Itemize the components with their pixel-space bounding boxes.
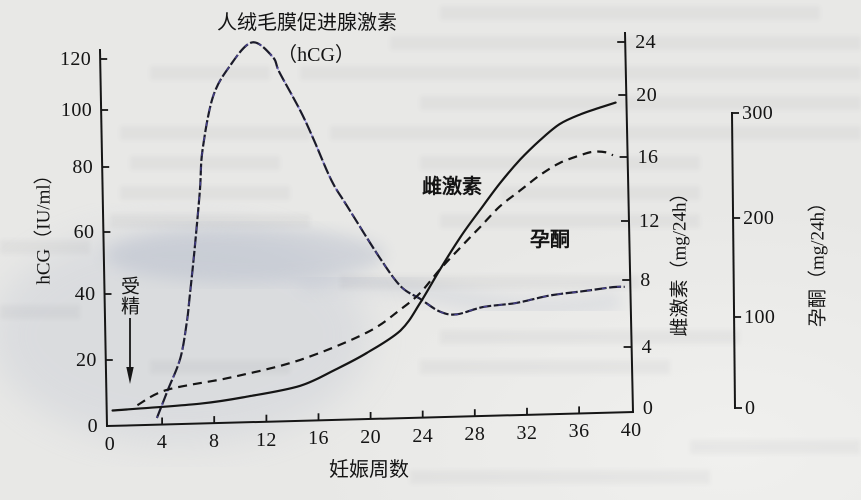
x-axis-tick-label: 36 (568, 420, 590, 443)
estrogen-y-axis (623, 31, 635, 414)
fertilization-annotation: 受精 (118, 276, 139, 316)
progesterone-curve (136, 150, 614, 407)
estrogen-axis-tick-label: 8 (640, 269, 651, 291)
estrogen-axis-tick-label: 0 (642, 397, 654, 419)
x-axis-title: 妊娠周数 (329, 459, 409, 481)
hcg-axis-tick-label: 0 (87, 415, 98, 437)
estrogen-axis-title: 雌激素（mg/24h） (669, 183, 691, 337)
hcg-curve-label-abbrev: （hCG） (277, 44, 355, 66)
x-axis-tick-label: 16 (308, 427, 329, 450)
progesterone-curve-label: 孕酮 (530, 229, 570, 251)
progesterone-axis-tick-label: 200 (743, 207, 775, 229)
estrogen-axis-tick-label: 16 (637, 146, 659, 168)
x-axis-tick-label: 8 (209, 430, 220, 453)
x-axis-tick-label: 32 (516, 421, 538, 444)
hcg-y-axis (98, 48, 109, 428)
estrogen-axis-tick-label: 12 (638, 210, 660, 232)
x-axis-tick-label: 24 (412, 424, 434, 447)
estrogen-curve (111, 101, 617, 412)
fertilization-arrow (126, 318, 134, 384)
progesterone-axis-title: 孕酮（mg/24h） (807, 192, 829, 328)
progesterone-axis-tick-label: 100 (744, 306, 776, 328)
x-axis-tick-label: 40 (620, 419, 642, 442)
hcg-axis-tick-label: 20 (75, 349, 97, 371)
progesterone-y-axis (730, 111, 737, 410)
hcg-axis-tick-label: 40 (74, 283, 96, 305)
hcg-axis-tick-label: 120 (59, 48, 92, 70)
x-axis-tick-label: 0 (104, 432, 116, 455)
x-axis-tick-label: 20 (360, 425, 381, 448)
hcg-axis-tick-label: 100 (60, 99, 93, 121)
x-axis-tick-label: 28 (464, 423, 486, 446)
x-axis-tick-label: 12 (255, 428, 277, 451)
hcg-axis-tick-label: 80 (72, 156, 94, 178)
hcg-curve-label: 人绒毛膜促进腺激素 (217, 12, 397, 34)
x-axis-tick-label: 4 (156, 431, 168, 454)
estrogen-axis-tick-label: 4 (641, 336, 653, 358)
arrow-down-icon (126, 367, 134, 384)
estrogen-axis-tick-label: 24 (635, 31, 656, 53)
progesterone-axis-tick-label: 300 (742, 102, 774, 124)
estrogen-curve-label: 雌激素 (422, 176, 482, 198)
progesterone-axis-tick-label: 0 (745, 397, 756, 419)
hcg-curve-tint (156, 41, 625, 419)
hcg-axis-title: hCG（IU/ml） (33, 165, 55, 285)
hcg-axis-tick-label: 60 (73, 221, 95, 243)
estrogen-axis-tick-label: 20 (636, 84, 658, 106)
